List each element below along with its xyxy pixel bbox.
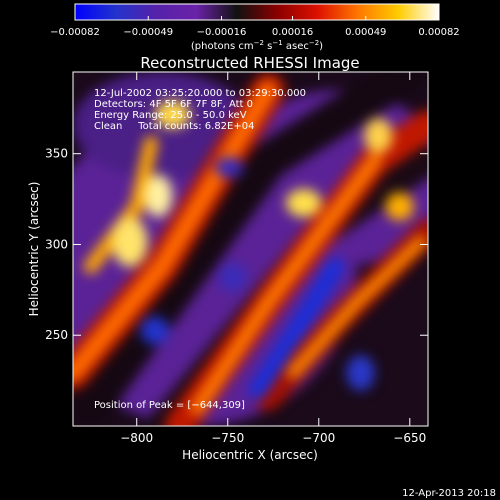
colorbar-ticks: −0.00082 −0.00049 −0.00016 0.00016 0.00049 0.… — [50, 16, 460, 38]
heat-ridge-core — [287, 235, 427, 379]
x-tick-label: −650 — [393, 431, 426, 445]
y-tick-label: 250 — [45, 328, 68, 342]
generation-timestamp: 12-Apr-2013 20:18 — [402, 488, 496, 499]
colorbar — [74, 3, 440, 21]
heat-negative — [346, 355, 375, 391]
axis-ticks: −800 −750 −700 −650 250 300 350 — [45, 72, 428, 445]
colorbar-tick-label: −0.00049 — [123, 27, 173, 38]
annotation-time: 12-Jul-2002 03:25:20.000 to 03:29:30.000 — [94, 88, 306, 99]
annotation-energy: Energy Range: 25.0 - 50.0 keV — [94, 110, 247, 121]
x-tick-label: −750 — [211, 431, 244, 445]
heatmap-image — [73, 72, 428, 426]
chart-title: Reconstructed RHESSI Image — [140, 54, 359, 72]
colorbar-units: (photons cm−2 s−1 asec−2) — [191, 39, 323, 52]
x-axis-label: Heliocentric X (arcsec) — [182, 448, 318, 462]
heat-bright — [112, 217, 148, 267]
heat-negative — [248, 257, 345, 400]
heat-negative — [215, 156, 244, 179]
y-axis-label: Heliocentric Y (arcsec) — [27, 182, 41, 317]
heat-bright — [385, 192, 414, 221]
heat-ridge-core — [73, 80, 278, 382]
y-tick-label: 300 — [45, 237, 68, 251]
heat-bright — [364, 118, 393, 154]
colorbar-tick-label: 0.00049 — [345, 27, 386, 38]
annotation-counts: Clean Total counts: 6.82E+04 — [94, 121, 254, 132]
heat-bright — [144, 174, 173, 218]
colorbar-tick-label: −0.00016 — [197, 27, 247, 38]
y-tick-label: 350 — [45, 147, 68, 161]
colorbar-tick-label: 0.00082 — [418, 27, 459, 38]
heat-negative — [218, 263, 247, 292]
peak-position-label: Position of Peak = [−644,309] — [94, 400, 245, 411]
annotation-detectors: Detectors: 4F 5F 6F 7F 8F, Att 0 — [94, 99, 253, 110]
plot-frame — [72, 71, 429, 427]
x-tick-label: −800 — [120, 431, 153, 445]
x-tick-label: −700 — [302, 431, 335, 445]
heat-bright — [154, 100, 191, 129]
heat-bright — [286, 188, 322, 218]
heat-ridge-core — [190, 153, 382, 416]
colorbar-tick-label: −0.00082 — [50, 27, 100, 38]
colorbar-tick-label: 0.00016 — [272, 27, 313, 38]
image-annotations: 12-Jul-2002 03:25:20.000 to 03:29:30.000… — [94, 88, 306, 411]
heatmap-blobs — [73, 72, 428, 426]
heat-ridge-core — [83, 135, 159, 274]
heat-negative — [140, 316, 169, 345]
